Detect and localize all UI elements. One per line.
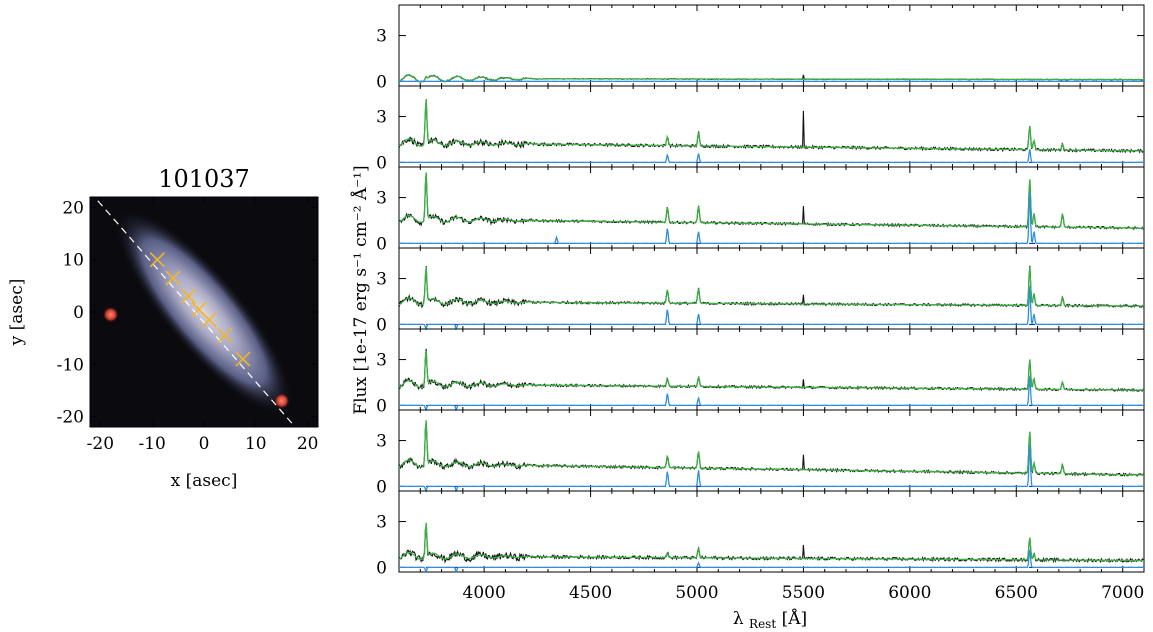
spectrum-y-tick-label: 0 <box>376 72 387 92</box>
aperture-marker <box>165 270 181 286</box>
spectra-y-axis-label: Flux [1e-17 erg s⁻¹ cm⁻² Å⁻¹] <box>350 165 371 414</box>
spectrum-panel: 03 <box>376 490 1145 578</box>
spectrum-y-tick-label: 3 <box>376 513 387 533</box>
image-y-tick-label: 0 <box>73 303 84 323</box>
emission-model <box>399 549 1144 574</box>
spectrum-y-tick-label: 0 <box>376 315 387 335</box>
model-spectrum <box>398 74 1144 83</box>
image-y-tick-label: -10 <box>57 355 84 375</box>
spectrum-x-tick-label: 4000 <box>463 583 506 603</box>
galaxy-blob <box>115 209 293 415</box>
image-title: 101037 <box>158 165 250 193</box>
spectrum-y-tick-label: 0 <box>376 153 387 173</box>
spectra-x-axis-label: λ Rest [Å] <box>733 608 807 631</box>
emission-model <box>399 192 1144 245</box>
spectrum-y-tick-label: 0 <box>376 558 387 578</box>
emission-model <box>399 286 1144 331</box>
spectrum-x-tick-label: 6500 <box>995 583 1038 603</box>
spectrum-panel-frame <box>398 247 1145 330</box>
spectrum-panel-frame <box>398 4 1145 87</box>
model-spectrum <box>398 522 1144 562</box>
spectrum-panel: 03 <box>376 85 1145 173</box>
spectrum-x-tick-label: 6000 <box>888 583 931 603</box>
spectrum-y-tick-label: 3 <box>376 432 387 452</box>
spectrum-x-tick-label: 5000 <box>675 583 718 603</box>
model-spectrum <box>398 266 1144 307</box>
slit-line <box>93 197 296 427</box>
spectrum-y-tick-label: 3 <box>376 270 387 290</box>
image-x-tick-label: 20 <box>297 434 319 454</box>
model-spectrum <box>398 172 1144 229</box>
spectrum-y-tick-label: 0 <box>376 396 387 416</box>
spectrum-panel: 03 <box>376 328 1145 416</box>
image-y-axis-label: y [asec] <box>7 279 27 347</box>
model-spectrum <box>398 350 1144 391</box>
spectrum-y-tick-label: 0 <box>376 477 387 497</box>
spectrum-y-tick-label: 3 <box>376 27 387 47</box>
aperture-marker <box>180 288 197 304</box>
spectrum-panel: 03 <box>376 247 1145 335</box>
emission-model <box>399 376 1144 412</box>
spectrum-panel-frame <box>398 166 1145 249</box>
spectrum-panel: 03 <box>376 409 1145 497</box>
spectrum-x-tick-label: 4500 <box>569 583 612 603</box>
emission-model <box>399 149 1144 164</box>
spectrum-y-tick-label: 3 <box>376 189 387 209</box>
emission-model <box>399 445 1144 493</box>
spectrum-y-tick-label: 3 <box>376 108 387 128</box>
image-x-axis-label: x [asec] <box>171 471 238 491</box>
model-spectrum <box>398 420 1145 476</box>
spectrum-panel-frame <box>398 490 1145 573</box>
image-y-tick-label: 20 <box>62 198 84 218</box>
red-star <box>273 392 290 409</box>
spectrum-panel: 03 <box>376 166 1145 254</box>
spectrum-x-tick-label: 5500 <box>782 583 825 603</box>
aperture-marker <box>149 252 165 268</box>
image-x-tick-label: 0 <box>199 434 210 454</box>
aperture-marker <box>201 312 217 328</box>
image-x-tick-label: -20 <box>87 434 114 454</box>
aperture-marker <box>217 327 233 344</box>
spectrum-y-tick-label: 0 <box>376 234 387 254</box>
image-x-tick-label: 10 <box>245 434 267 454</box>
spectrum-panel-frame <box>398 409 1145 492</box>
spectrum-panel-frame <box>398 85 1145 168</box>
aperture-marker <box>235 351 251 367</box>
spectrum-panel-frame <box>398 328 1145 411</box>
image-x-tick-label: -10 <box>138 434 165 454</box>
observed-spectrum <box>398 421 1145 477</box>
spectrum-y-tick-label: 3 <box>376 351 387 371</box>
galaxy-image-panel: 101037 -20 -10 0 10 20 20 10 0 -10 -20 x [asec] y… <box>7 165 319 491</box>
image-y-tick-label: 10 <box>62 251 84 271</box>
red-star <box>102 306 119 323</box>
spectrum-panel: 03 <box>376 4 1145 92</box>
spectrum-x-tick-label: 7000 <box>1101 583 1144 603</box>
model-spectrum <box>398 99 1145 152</box>
image-y-tick-label: -20 <box>57 408 84 428</box>
